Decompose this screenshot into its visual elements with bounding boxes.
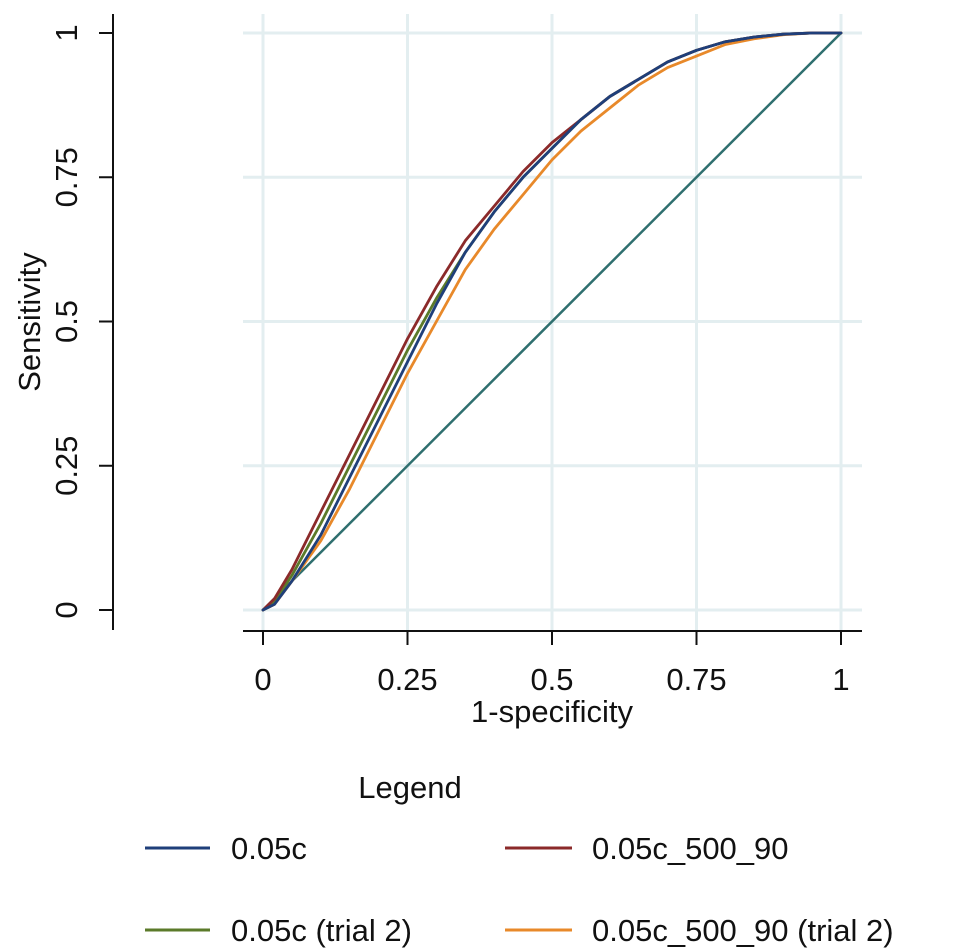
x-tick-label-1: 0.25: [377, 662, 437, 697]
x-tick-label-2: 0.5: [530, 662, 573, 697]
x-ticks: 0 0.25 0.5 0.75 1: [254, 631, 850, 697]
y-tick-label-0: 0: [49, 601, 84, 618]
x-tick-label-4: 1: [832, 662, 849, 697]
x-tick-label-0: 0: [254, 662, 271, 697]
grid: [243, 14, 862, 630]
y-tick-label-1: 0.25: [49, 436, 84, 496]
legend-label-3: 0.05c_500_90 (trial 2): [592, 913, 894, 948]
y-tick-label-2: 0.5: [49, 300, 84, 343]
reference-diagonal-line: [262, 32, 842, 611]
series-line-3: [261, 31, 843, 612]
legend: 0.05c 0.05c_500_90 0.05c (trial 2) 0.05c_50…: [145, 831, 894, 948]
y-ticks: 0 0.25 0.5 0.75 1: [49, 24, 113, 619]
series-line-0: [261, 31, 843, 612]
legend-label-1: 0.05c_500_90: [592, 831, 789, 866]
x-tick-label-3: 0.75: [666, 662, 726, 697]
y-tick-label-4: 1: [49, 24, 84, 41]
x-axis-title: 1-specificity: [471, 694, 633, 729]
y-tick-label-3: 0.75: [49, 147, 84, 207]
legend-label-2: 0.05c (trial 2): [231, 913, 412, 948]
legend-title: Legend: [358, 770, 461, 805]
series-lines: [261, 31, 843, 612]
legend-label-0: 0.05c: [231, 831, 307, 866]
y-axis-title: Sensitivity: [12, 252, 47, 392]
